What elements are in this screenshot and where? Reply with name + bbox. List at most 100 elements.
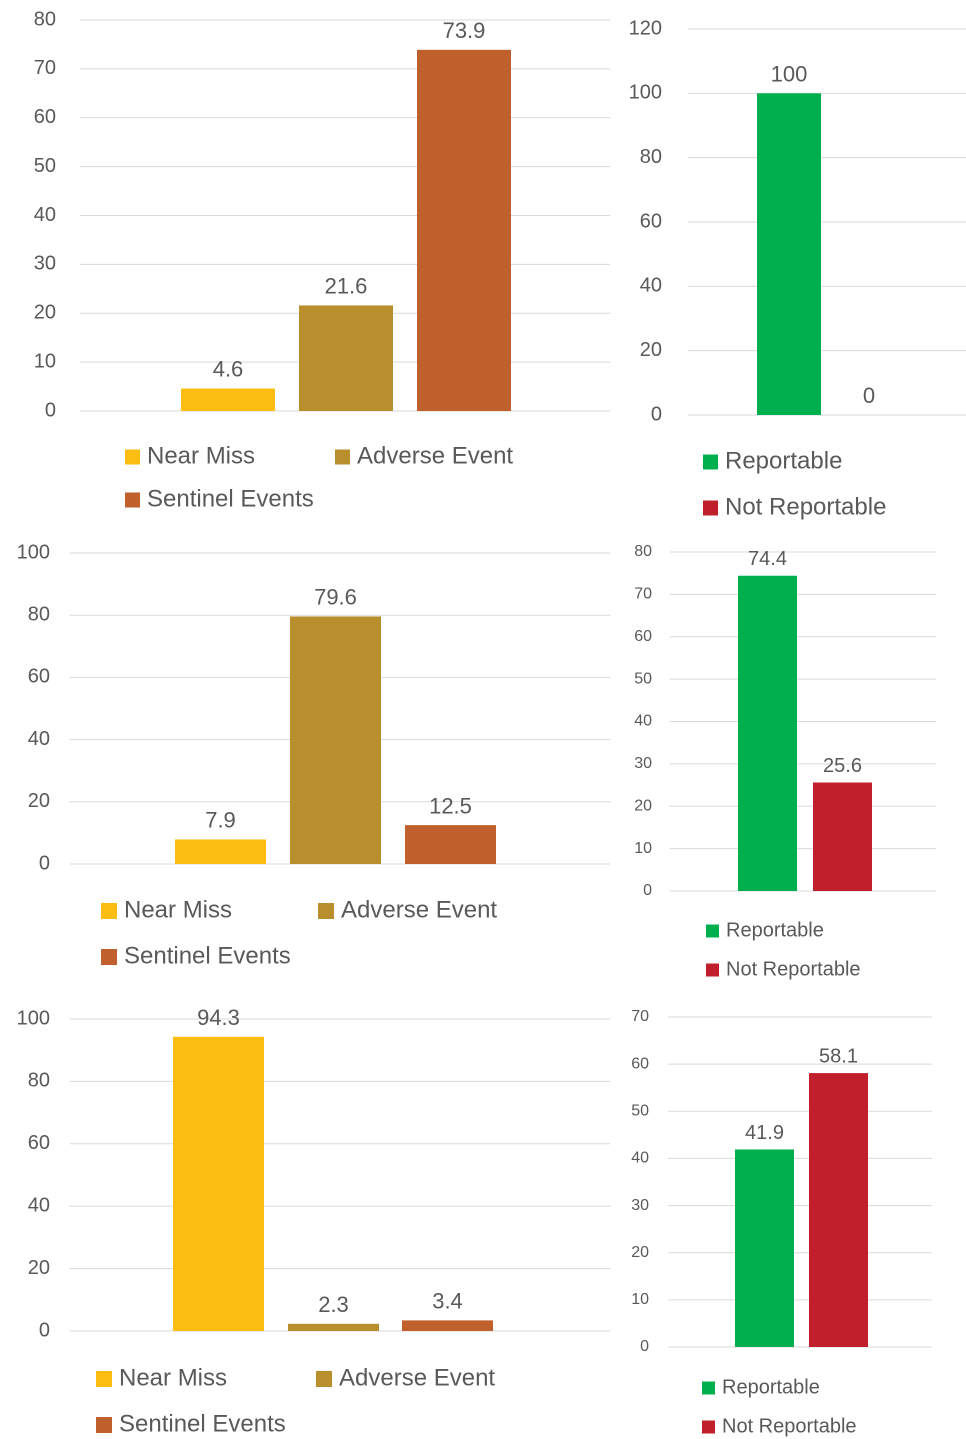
y-tick-label: 70 [634, 586, 652, 603]
bar [173, 1036, 264, 1331]
legend-label: Reportable [722, 1376, 820, 1398]
y-tick-label: 80 [28, 1070, 50, 1092]
y-tick-label: 20 [28, 790, 50, 812]
data-label: 4.6 [213, 357, 244, 382]
y-tick-label: 40 [631, 1150, 649, 1167]
y-tick-label: 40 [634, 713, 652, 730]
y-tick-label: 70 [34, 57, 56, 79]
legend-label: Not Reportable [725, 493, 886, 520]
bar [738, 575, 797, 891]
y-tick-label: 0 [39, 852, 50, 874]
data-label: 7.9 [205, 808, 236, 833]
y-tick-label: 30 [634, 755, 652, 772]
legend-swatch [703, 500, 718, 516]
bar [299, 305, 393, 411]
y-tick-label: 30 [631, 1197, 649, 1214]
y-tick-label: 0 [640, 1338, 649, 1355]
data-label: 25.6 [823, 755, 862, 777]
bar [735, 1149, 794, 1347]
data-label: 74.4 [748, 548, 787, 570]
y-tick-label: 50 [634, 670, 652, 687]
data-label: 100 [771, 62, 808, 87]
y-tick-label: 70 [631, 1008, 649, 1025]
y-tick-label: 20 [28, 1257, 50, 1279]
bar [181, 388, 275, 411]
y-tick-label: 0 [39, 1319, 50, 1341]
bar [813, 782, 872, 891]
y-tick-label: 50 [34, 155, 56, 177]
data-label: 58.1 [819, 1045, 858, 1067]
legend-swatch [101, 903, 117, 919]
bar [402, 1320, 493, 1331]
legend-swatch [702, 1420, 715, 1434]
bar [809, 1073, 868, 1347]
y-tick-label: 20 [34, 302, 56, 324]
legend-swatch [703, 454, 718, 470]
legend-swatch [702, 1381, 715, 1395]
bar [757, 93, 821, 415]
y-tick-label: 40 [28, 1194, 50, 1216]
data-label: 0 [863, 383, 875, 408]
data-label: 21.6 [325, 274, 368, 299]
legend-label: Sentinel Events [119, 1410, 286, 1437]
y-tick-label: 20 [631, 1244, 649, 1261]
legend-swatch [125, 449, 140, 465]
legend-swatch [318, 903, 334, 919]
y-tick-label: 10 [631, 1291, 649, 1308]
y-tick-label: 60 [634, 628, 652, 645]
legend-label: Near Miss [147, 442, 255, 469]
legend-swatch [706, 924, 719, 938]
y-tick-label: 60 [640, 210, 662, 232]
data-label: 41.9 [745, 1122, 784, 1144]
y-tick-label: 20 [640, 339, 662, 361]
y-tick-label: 60 [28, 666, 50, 688]
y-tick-label: 60 [631, 1055, 649, 1072]
y-tick-label: 10 [34, 350, 56, 372]
legend-swatch [706, 963, 719, 977]
legend-swatch [335, 449, 350, 465]
y-tick-label: 0 [45, 399, 56, 421]
y-tick-label: 80 [634, 543, 652, 560]
y-tick-label: 50 [631, 1103, 649, 1120]
y-tick-label: 40 [640, 275, 662, 297]
legend-label: Reportable [726, 919, 824, 941]
legend-swatch [125, 492, 140, 508]
y-tick-label: 100 [17, 1007, 50, 1029]
legend-label: Sentinel Events [124, 942, 291, 969]
bar [288, 1323, 379, 1331]
bar [290, 616, 381, 864]
legend-label: Not Reportable [726, 958, 861, 980]
legend-label: Sentinel Events [147, 485, 314, 512]
y-tick-label: 80 [28, 603, 50, 625]
legend-label: Near Miss [124, 896, 232, 923]
y-tick-label: 20 [634, 797, 652, 814]
y-tick-label: 100 [629, 82, 662, 104]
y-tick-label: 80 [640, 146, 662, 168]
legend-label: Reportable [725, 447, 842, 474]
y-tick-label: 0 [651, 403, 662, 425]
y-tick-label: 40 [34, 204, 56, 226]
legend-label: Adverse Event [357, 442, 513, 469]
y-tick-label: 60 [28, 1132, 50, 1154]
legend-label: Adverse Event [341, 896, 497, 923]
y-tick-label: 60 [34, 106, 56, 128]
data-label: 3.4 [432, 1289, 463, 1314]
legend-label: Adverse Event [339, 1364, 495, 1391]
legend-swatch [96, 1371, 112, 1387]
y-tick-label: 10 [634, 840, 652, 857]
y-tick-label: 0 [643, 882, 652, 899]
y-tick-label: 120 [629, 17, 662, 39]
y-tick-label: 80 [34, 8, 56, 30]
y-tick-label: 40 [28, 728, 50, 750]
bar [175, 839, 266, 864]
y-tick-label: 100 [17, 541, 50, 563]
legend-label: Near Miss [119, 1364, 227, 1391]
data-label: 73.9 [443, 18, 486, 43]
legend-label: Not Reportable [722, 1415, 857, 1437]
legend-swatch [96, 1417, 112, 1433]
data-label: 94.3 [197, 1005, 240, 1030]
legend-swatch [316, 1371, 332, 1387]
y-tick-label: 30 [34, 253, 56, 275]
data-label: 79.6 [314, 585, 357, 610]
